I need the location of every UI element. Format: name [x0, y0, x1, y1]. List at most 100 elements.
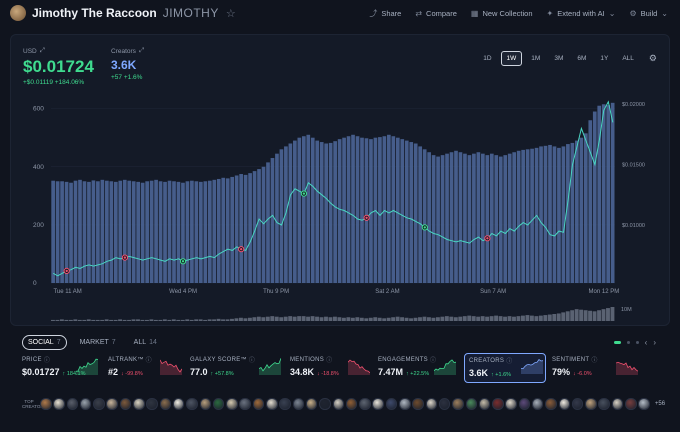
creator-avatar[interactable]	[159, 398, 172, 410]
creator-avatar[interactable]	[372, 398, 384, 410]
price-stat[interactable]: USD ⤢ $0.01724 +$0.01119 +184.06%	[23, 47, 94, 86]
pager-dot[interactable]	[626, 341, 630, 344]
creator-avatar[interactable]	[40, 398, 52, 410]
metric-cards: PRICE ⓘ $0.01727 ↑ 184.1% ALTRANK™ ⓘ #2 ↓ -99.8…	[22, 353, 662, 385]
creator-avatar[interactable]	[226, 398, 238, 410]
creator-avatar[interactable]	[186, 398, 198, 410]
creator-avatar[interactable]	[93, 398, 105, 410]
expand-icon[interactable]: ⤢	[138, 47, 145, 54]
range-1d[interactable]: 1D	[483, 55, 492, 62]
creator-avatar[interactable]	[385, 398, 398, 410]
metric-price[interactable]: PRICE ⓘ $0.01727 ↑ 184.1%	[22, 355, 102, 385]
more-creators-count[interactable]: +56	[654, 401, 666, 407]
info-icon[interactable]: ⓘ	[248, 358, 256, 364]
creator-avatar[interactable]	[425, 398, 438, 410]
nav-compare[interactable]: ⇄ Compare	[415, 9, 457, 18]
creator-avatar[interactable]	[545, 398, 557, 410]
volume-bar	[216, 318, 221, 321]
chart-panel: 0 200 400 600 $0.01000 $0.01500 $0.02000 Tue 11…	[10, 34, 670, 326]
creator-avatar[interactable]	[199, 398, 212, 410]
creator-avatar[interactable]	[252, 398, 265, 410]
tab-social[interactable]: SOCIAL 7	[22, 335, 67, 350]
info-icon[interactable]: ⓘ	[591, 358, 598, 364]
creator-avatar[interactable]	[119, 398, 132, 410]
pager-dot[interactable]	[613, 341, 621, 344]
info-icon[interactable]: ⓘ	[429, 358, 437, 364]
creator-avatar[interactable]	[305, 398, 318, 410]
nav-build[interactable]: ⚙ Build ⌄	[629, 9, 668, 18]
creator-avatar[interactable]	[212, 398, 225, 410]
creator-avatar[interactable]	[146, 398, 158, 410]
range-6m[interactable]: 6M	[577, 55, 587, 62]
metric-engagements[interactable]: ENGAGEMENTS ⓘ 7.47M ↑ +22.5%	[378, 355, 460, 385]
expand-icon[interactable]: ⤢	[39, 47, 45, 54]
range-1y[interactable]: 1Y	[600, 55, 609, 62]
tab-all[interactable]: ALL 14	[129, 336, 162, 349]
creator-avatar[interactable]	[531, 398, 544, 410]
creator-avatar[interactable]	[558, 398, 571, 410]
creator-avatar[interactable]	[638, 398, 650, 410]
creator-avatar[interactable]	[452, 398, 464, 410]
creator-avatar[interactable]	[598, 398, 610, 410]
creator-avatar[interactable]	[359, 398, 371, 410]
metric-creators[interactable]: CREATORS ⓘ 3.6K ↑ +1.6%	[464, 353, 546, 383]
creators-bar	[566, 144, 570, 283]
creator-avatar[interactable]	[518, 398, 531, 410]
y-tick-label: 400	[33, 164, 44, 171]
range-all[interactable]: ALL	[622, 55, 634, 62]
creator-avatar[interactable]	[292, 398, 305, 410]
creator-avatar[interactable]	[79, 398, 92, 410]
range-1w[interactable]: 1W	[500, 51, 523, 66]
creator-avatar[interactable]	[332, 398, 345, 410]
chevron-right-icon[interactable]: ›	[653, 338, 656, 347]
creator-avatar[interactable]	[412, 398, 424, 410]
creator-avatar[interactable]	[505, 398, 517, 410]
creators-stat[interactable]: Creators ⤢ 3.6K +57 +1.6%	[111, 47, 144, 81]
creators-bar	[413, 143, 418, 283]
nav-extend-with-ai[interactable]: ✦ Extend with AI ⌄	[547, 9, 616, 18]
info-icon[interactable]: ⓘ	[43, 358, 51, 364]
creator-avatar[interactable]	[319, 398, 331, 410]
event-marker-dot	[65, 269, 68, 273]
range-3m[interactable]: 3M	[554, 55, 564, 62]
pager-dot[interactable]	[635, 341, 639, 344]
gear-icon[interactable]: ⚙	[648, 53, 657, 63]
creator-avatar[interactable]	[478, 398, 491, 410]
creator-avatar[interactable]	[106, 398, 118, 410]
creator-avatar[interactable]	[53, 398, 65, 410]
creator-avatar[interactable]	[172, 398, 185, 410]
creator-avatar[interactable]	[585, 398, 597, 410]
creator-avatar[interactable]	[611, 398, 624, 410]
star-icon[interactable]: ☆	[225, 7, 236, 20]
info-icon[interactable]: ⓘ	[326, 358, 333, 364]
creators-bar	[382, 136, 387, 283]
creator-avatar[interactable]	[625, 398, 637, 410]
creator-avatar[interactable]	[266, 398, 278, 410]
info-icon[interactable]: ⓘ	[145, 358, 152, 364]
creator-avatar[interactable]	[345, 398, 358, 410]
nav-label: Build	[640, 8, 658, 18]
nav-share[interactable]: ⤴ Share	[369, 8, 401, 19]
nav-new-collection[interactable]: ▦ New Collection	[471, 9, 533, 18]
metric-altrank[interactable]: ALTRANK™ ⓘ #2 ↓ -99.8%	[108, 355, 186, 385]
range-1m[interactable]: 1M	[531, 55, 541, 62]
creator-avatar[interactable]	[571, 398, 584, 410]
tab-market[interactable]: MARKET 7	[75, 336, 121, 349]
metric-sentiment[interactable]: SENTIMENT ⓘ 79% ↓ -6.0%	[552, 355, 642, 385]
metric-galaxy-score[interactable]: GALAXY SCORE™ ⓘ 77.0 ↑ +57.8%	[190, 355, 285, 385]
creator-avatar[interactable]	[239, 398, 251, 410]
main-chart[interactable]: 0 200 400 600 $0.01000 $0.01500 $0.02000 Tue 11…	[11, 35, 671, 327]
creator-avatar[interactable]	[133, 398, 145, 410]
creator-avatar[interactable]	[492, 398, 504, 410]
info-icon[interactable]: ⓘ	[506, 359, 513, 365]
volume-bar	[507, 316, 512, 321]
creator-avatar[interactable]	[465, 398, 477, 410]
creator-avatar[interactable]	[66, 398, 79, 410]
creator-avatar[interactable]	[438, 398, 451, 410]
metric-mentions[interactable]: MENTIONS ⓘ 34.8K ↓ -18.8%	[290, 355, 374, 385]
tab-count: 7	[111, 339, 116, 346]
creator-avatar[interactable]	[279, 398, 291, 410]
chevron-left-icon[interactable]: ‹	[644, 338, 648, 347]
creator-avatar[interactable]	[399, 398, 411, 410]
sparkline-area	[76, 359, 98, 375]
